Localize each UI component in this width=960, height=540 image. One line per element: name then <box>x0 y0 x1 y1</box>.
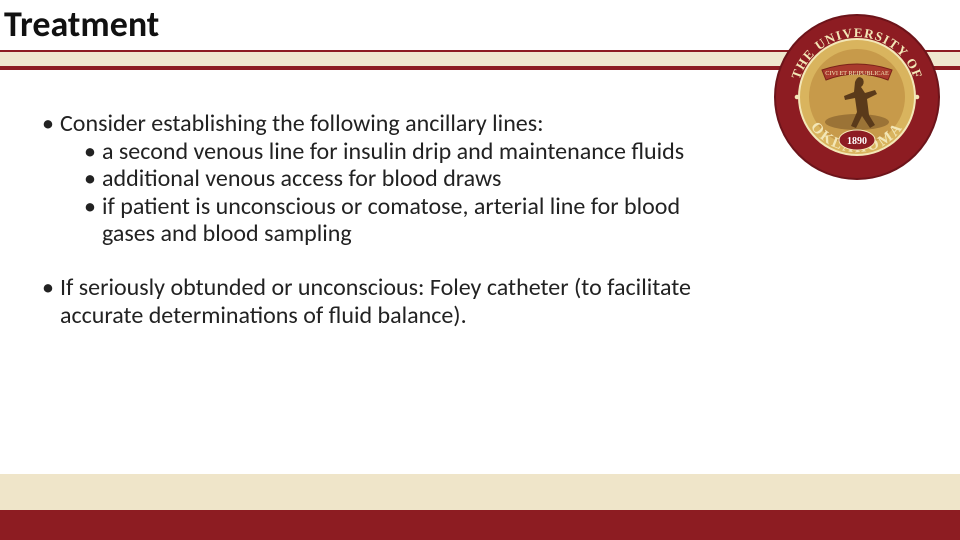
bullet-1-text: Consider establishing the following anci… <box>60 109 544 138</box>
bullet-1a: •a second venous line for insulin drip a… <box>42 138 702 166</box>
bottom-band-dark <box>0 510 960 540</box>
bullet-1b: •additional venous access for blood draw… <box>42 165 702 193</box>
seal-year: 1890 <box>847 136 867 147</box>
bullet-2: •If seriously obtunded or unconscious: F… <box>42 274 702 329</box>
bullet-1c-text: if patient is unconscious or comatose, a… <box>102 192 680 249</box>
spacer <box>42 248 702 274</box>
bottom-band-light <box>0 474 960 510</box>
seal-motto: CIVI ET REIPUBLICAE <box>825 70 889 77</box>
university-seal-icon: THE UNIVERSITY OF OKLAHOMA CIVI ET REIPU… <box>772 12 942 182</box>
slide: Treatment THE UNIVERSITY OF OKLAHOMA CIV… <box>0 0 960 540</box>
bullet-1b-text: additional venous access for blood draws <box>102 164 501 193</box>
bullet-1: •Consider establishing the following anc… <box>42 110 702 138</box>
bullet-1c: •if patient is unconscious or comatose, … <box>42 193 702 248</box>
bullet-1a-text: a second venous line for insulin drip an… <box>102 137 684 166</box>
body-content: •Consider establishing the following anc… <box>42 110 702 329</box>
slide-title: Treatment <box>4 2 159 46</box>
bullet-2-text: If seriously obtunded or unconscious: Fo… <box>60 273 691 330</box>
